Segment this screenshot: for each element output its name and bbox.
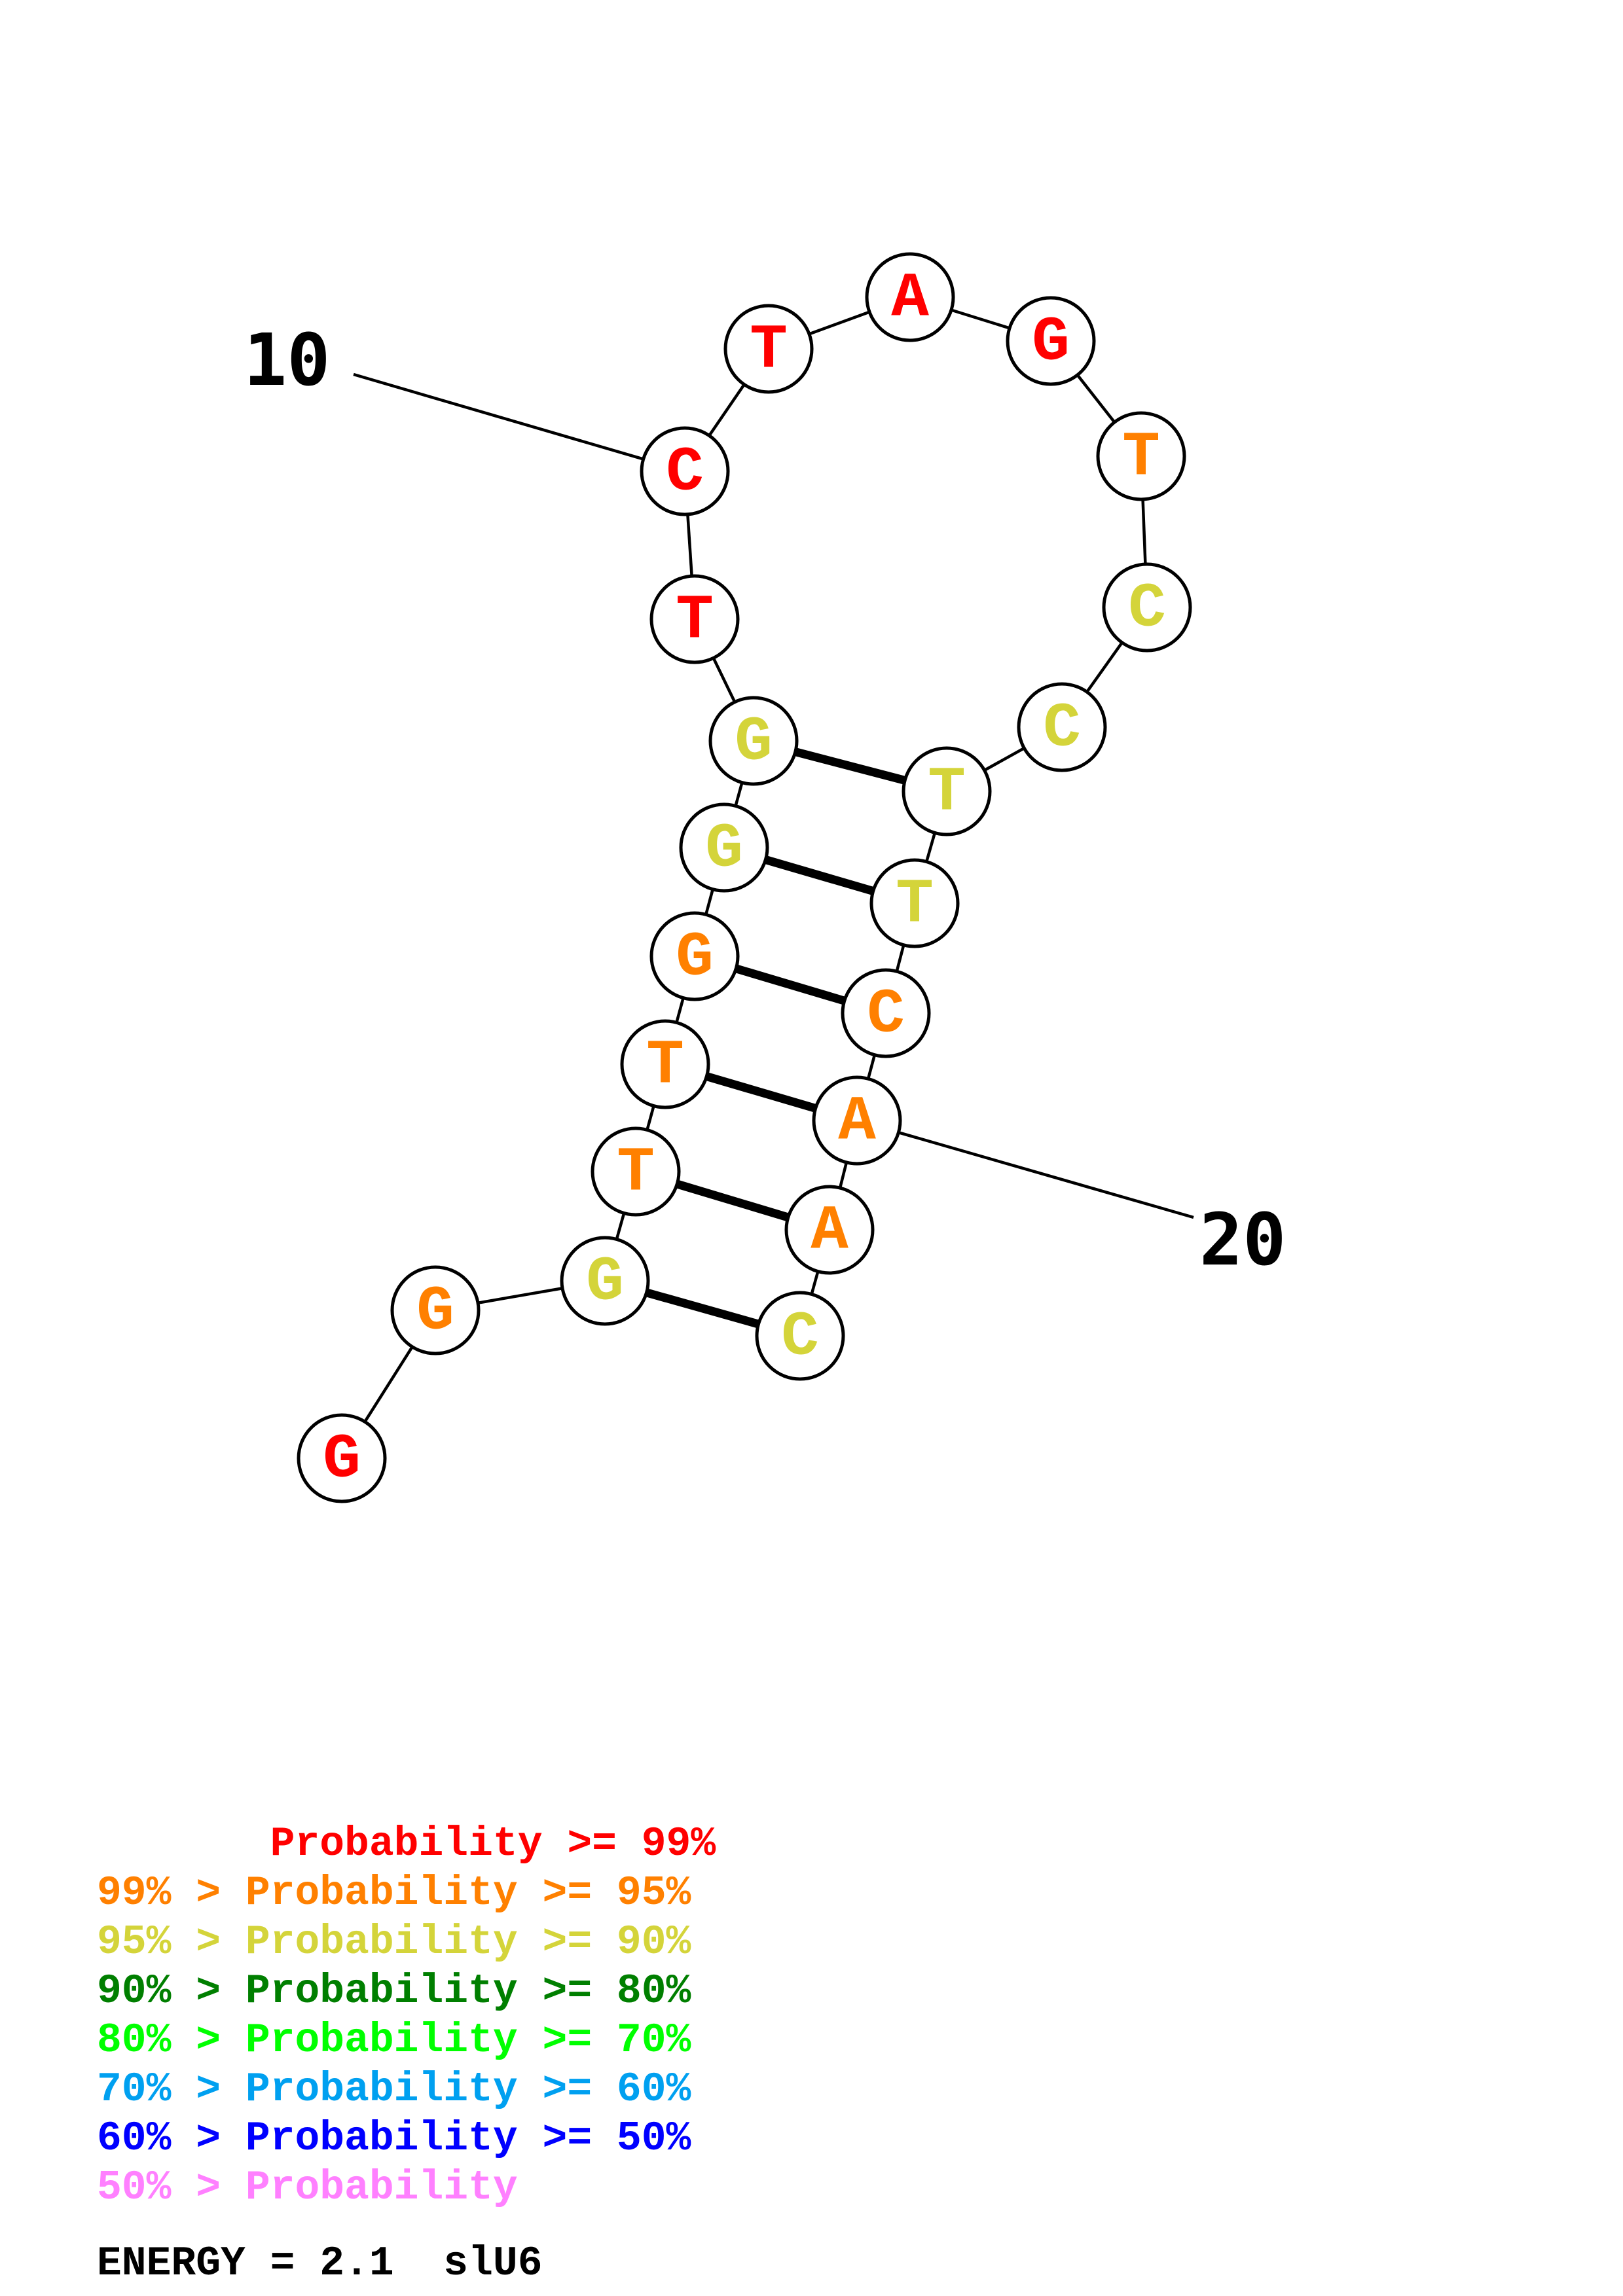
nucleotide-circle — [841, 968, 931, 1058]
nucleotide-circle — [620, 1019, 710, 1109]
nucleotide-base-label: G — [416, 1276, 454, 1348]
nucleotide-base-label: C — [1128, 573, 1166, 645]
number-pointer-line — [353, 372, 685, 473]
nucleotide-base-label: T — [646, 1030, 684, 1102]
legend-row: 90% > Probability >= 80% — [97, 1968, 691, 2015]
nucleotide-base-label: T — [750, 315, 788, 386]
nucleotide-circle — [649, 574, 740, 664]
nucleotide-base-label: C — [1043, 693, 1081, 764]
nucleotide-circle — [708, 696, 799, 786]
nucleotide-base-label: C — [781, 1302, 819, 1373]
probability-legend: Probability >= 99% 99% > Probability >= 9… — [97, 1820, 716, 2212]
nucleotide-base-label: C — [867, 979, 905, 1050]
nucleotide-base-label: G — [676, 922, 714, 994]
nucleotide-circle — [1006, 296, 1096, 386]
nucleotide-base-label: T — [1122, 422, 1160, 493]
nucleotide-base-label: A — [891, 263, 929, 334]
legend-row: 99% > Probability >= 95% — [97, 1870, 691, 1916]
nucleotide-circle — [591, 1126, 681, 1217]
nucleotide-circle — [1102, 562, 1192, 653]
nucleotide-base-label: G — [1032, 307, 1070, 378]
nucleotide-circle — [723, 304, 814, 394]
nucleotide-circle — [640, 426, 730, 516]
nucleotide-circle — [1096, 411, 1186, 501]
legend-row: 95% > Probability >= 90% — [97, 1919, 691, 1965]
position-number-label: 20 — [1199, 1198, 1286, 1282]
nucleotide-circle — [560, 1236, 650, 1326]
position-number-label: 10 — [244, 318, 330, 402]
nucleotide-base-label: T — [928, 757, 966, 829]
nucleotide-base-label: A — [811, 1196, 848, 1267]
legend-row: 60% > Probability >= 50% — [97, 2115, 691, 2162]
nucleotide-base-label: T — [896, 869, 934, 941]
nucleotide-base-label: T — [617, 1138, 655, 1209]
nucleotide-circle — [390, 1265, 481, 1355]
nucleotide-base-label: A — [838, 1086, 876, 1158]
nucleotide-circle — [869, 858, 960, 948]
nucleotide-base-label: C — [666, 437, 704, 509]
nucleotide-circle — [812, 1075, 902, 1166]
nucleotide-base-label: T — [676, 585, 714, 656]
legend-row: 50% > Probability — [97, 2164, 518, 2211]
legend-row: 80% > Probability >= 70% — [97, 2017, 691, 2064]
nucleotide-circle — [755, 1291, 845, 1381]
nucleotide-circle — [679, 802, 769, 893]
number-pointer-line — [856, 1119, 1194, 1219]
legend-row: Probability >= 99% — [97, 1821, 716, 1867]
nucleotide-circle — [902, 746, 992, 836]
position-numbering: 10 20 — [244, 318, 1286, 1282]
nucleotide-base-label: G — [323, 1424, 361, 1496]
nucleotide-circle — [297, 1413, 387, 1503]
nucleotide-circle — [865, 252, 955, 342]
nucleotide-circle — [784, 1185, 875, 1275]
nucleotide-base-label: G — [705, 814, 743, 885]
nucleotide-base-label: G — [586, 1247, 624, 1318]
nucleotide-circle — [649, 911, 740, 1001]
nucleotide-base-label: G — [735, 707, 773, 778]
energy-footer: ENERGY = 2.1 slU6 — [97, 2240, 543, 2287]
legend-row: 70% > Probability >= 60% — [97, 2066, 691, 2113]
nucleotide-circle — [1017, 682, 1107, 772]
